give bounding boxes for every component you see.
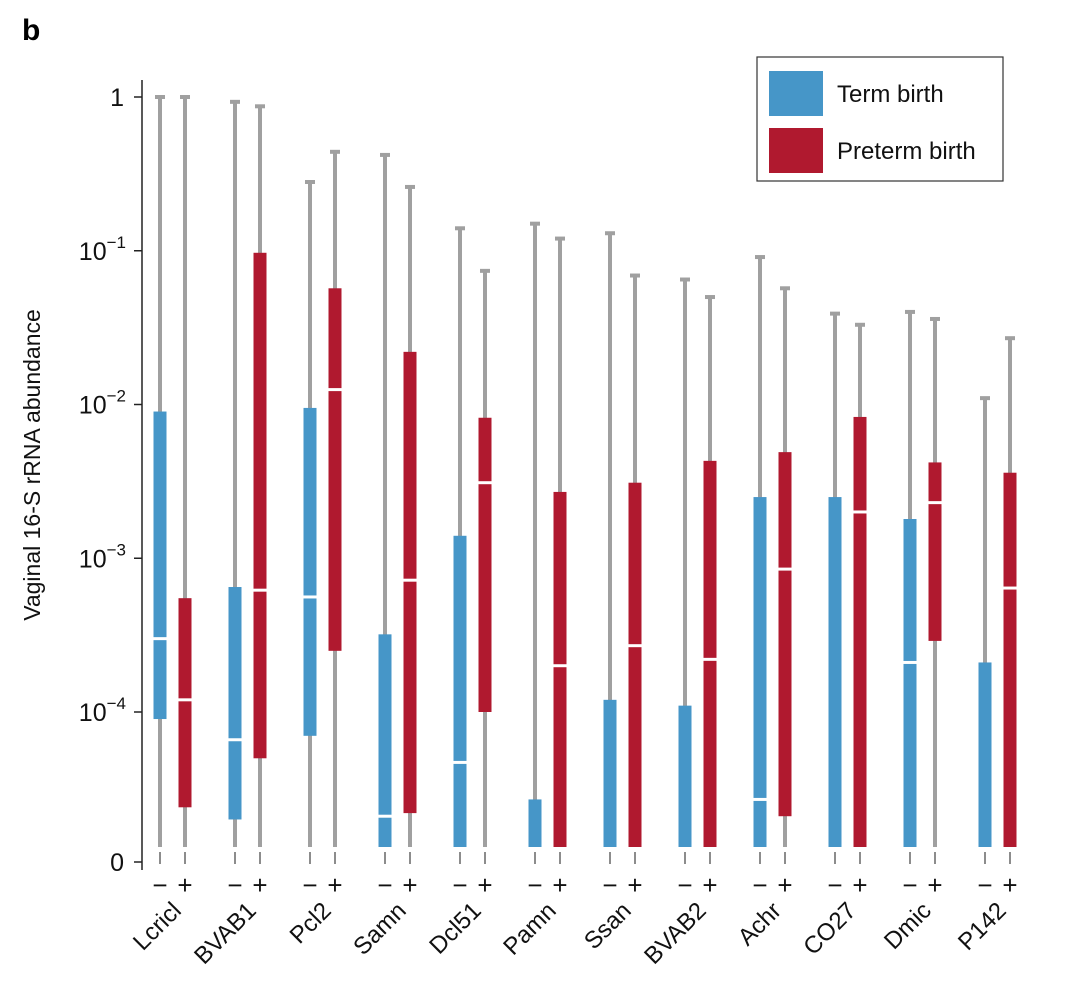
group-label-term: − [752, 870, 767, 900]
group-label-preterm: + [327, 870, 342, 900]
category-label: BVAB2 [639, 897, 712, 970]
group-label-term: − [527, 870, 542, 900]
y-tick-label: 10−4 [79, 694, 126, 727]
legend-swatch [769, 71, 823, 116]
category-label: BVAB1 [189, 897, 262, 970]
group-label-preterm: + [1002, 870, 1017, 900]
term-box [153, 411, 167, 720]
boxes [153, 95, 1017, 847]
category-label: Ssan [579, 897, 637, 955]
preterm-box [928, 462, 942, 641]
preterm-box [778, 452, 792, 817]
group-label-preterm: + [402, 870, 417, 900]
preterm-box [703, 460, 717, 847]
category-label: Pamn [498, 897, 561, 960]
category-label: Dmic [879, 897, 937, 955]
group-label-term: − [677, 870, 692, 900]
x-axis-labels: − +Lcricl− +BVAB1− +Pcl2− +Samn− +Dcl51− +Pamn… [128, 870, 1018, 970]
group-label-term: − [977, 870, 992, 900]
term-box [303, 407, 317, 736]
term-box [678, 705, 692, 847]
group-label-preterm: + [777, 870, 792, 900]
category-label: Dcl51 [424, 897, 486, 959]
preterm-box [1003, 472, 1017, 847]
preterm-box [478, 417, 492, 712]
term-box [528, 799, 542, 847]
category-label: Lcricl [128, 897, 187, 956]
group-label-preterm: + [927, 870, 942, 900]
group-label-term: − [377, 870, 392, 900]
term-box [828, 497, 842, 847]
category-label: P142 [953, 897, 1012, 956]
group-label-preterm: + [627, 870, 642, 900]
legend-label: Term birth [837, 81, 944, 108]
group-label-term: − [152, 870, 167, 900]
legend: Term birth Preterm birth [756, 56, 1004, 182]
preterm-box [853, 416, 867, 847]
y-axis-label: Vaginal 16-S rRNA abundance [19, 309, 45, 621]
panel-label: b [22, 14, 41, 47]
y-tick-label: 10−2 [79, 387, 126, 420]
group-label-preterm: + [252, 870, 267, 900]
group-label-term: − [452, 870, 467, 900]
term-box [603, 699, 617, 847]
legend-swatch [769, 128, 823, 173]
group-label-term: − [227, 870, 242, 900]
preterm-box [628, 482, 642, 847]
preterm-box [328, 288, 342, 651]
term-box [903, 519, 917, 847]
term-box [753, 497, 767, 847]
term-box [378, 634, 392, 847]
category-label: Samn [348, 897, 411, 960]
preterm-box [178, 598, 192, 808]
group-label-preterm: + [477, 870, 492, 900]
y-tick-label: 10−3 [79, 540, 126, 573]
preterm-box [403, 351, 417, 814]
group-label-term: − [302, 870, 317, 900]
y-tick-label: 0 [110, 849, 124, 877]
y-tick-label: 10−1 [79, 233, 126, 266]
preterm-box [253, 252, 267, 759]
category-label: Pcl2 [285, 897, 337, 949]
preterm-box [553, 491, 567, 847]
term-box [978, 662, 992, 847]
legend-label: Preterm birth [837, 138, 976, 165]
group-label-preterm: + [552, 870, 567, 900]
term-box [453, 535, 467, 847]
group-label-term: − [902, 870, 917, 900]
group-label-term: − [602, 870, 617, 900]
y-tick-label: 1 [110, 84, 124, 112]
group-label-term: − [827, 870, 842, 900]
category-label: Achr [733, 897, 787, 951]
term-box [228, 587, 242, 820]
axes: 0 10−4 10−3 10−2 10−1 1 [79, 80, 1011, 877]
group-label-preterm: + [177, 870, 192, 900]
group-label-preterm: + [852, 870, 867, 900]
group-label-preterm: + [702, 870, 717, 900]
category-label: CO27 [798, 897, 861, 960]
